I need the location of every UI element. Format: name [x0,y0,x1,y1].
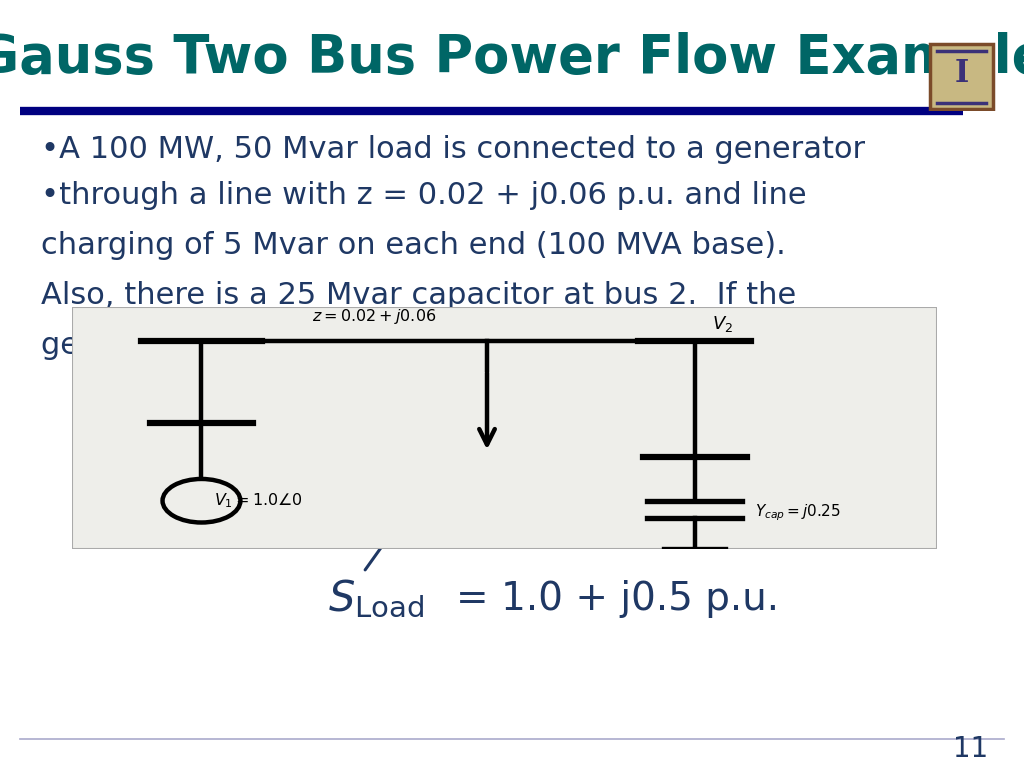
Text: $V_1 = 1.0\angle 0$: $V_1 = 1.0\angle 0$ [214,492,303,510]
Text: •A 100 MW, 50 Mvar load is connected to a generator: •A 100 MW, 50 Mvar load is connected to … [41,135,865,164]
Text: = 1.0 + j0.5 p.u.: = 1.0 + j0.5 p.u. [456,580,779,618]
Text: generator voltage is 1.0 p.u., what is V: generator voltage is 1.0 p.u., what is V [41,331,635,360]
Text: $V_2$: $V_2$ [712,314,733,334]
FancyBboxPatch shape [930,45,993,109]
Text: ?: ? [647,331,664,360]
Text: $S_{\rm Load}$: $S_{\rm Load}$ [328,578,424,620]
Text: $z = 0.02 + j0.06$: $z = 0.02 + j0.06$ [312,306,436,326]
Text: 2: 2 [627,346,641,366]
Text: I: I [954,58,969,89]
Text: 11: 11 [953,735,988,763]
Text: Gauss Two Bus Power Flow Example: Gauss Two Bus Power Flow Example [0,31,1024,84]
Text: Also, there is a 25 Mvar capacitor at bus 2.  If the: Also, there is a 25 Mvar capacitor at bu… [41,281,797,310]
Text: charging of 5 Mvar on each end (100 MVA base).: charging of 5 Mvar on each end (100 MVA … [41,231,785,260]
Text: $Y_{cap} = j0.25$: $Y_{cap} = j0.25$ [756,502,841,523]
Text: •through a line with z = 0.02 + j0.06 p.u. and line: •through a line with z = 0.02 + j0.06 p.… [41,181,807,210]
